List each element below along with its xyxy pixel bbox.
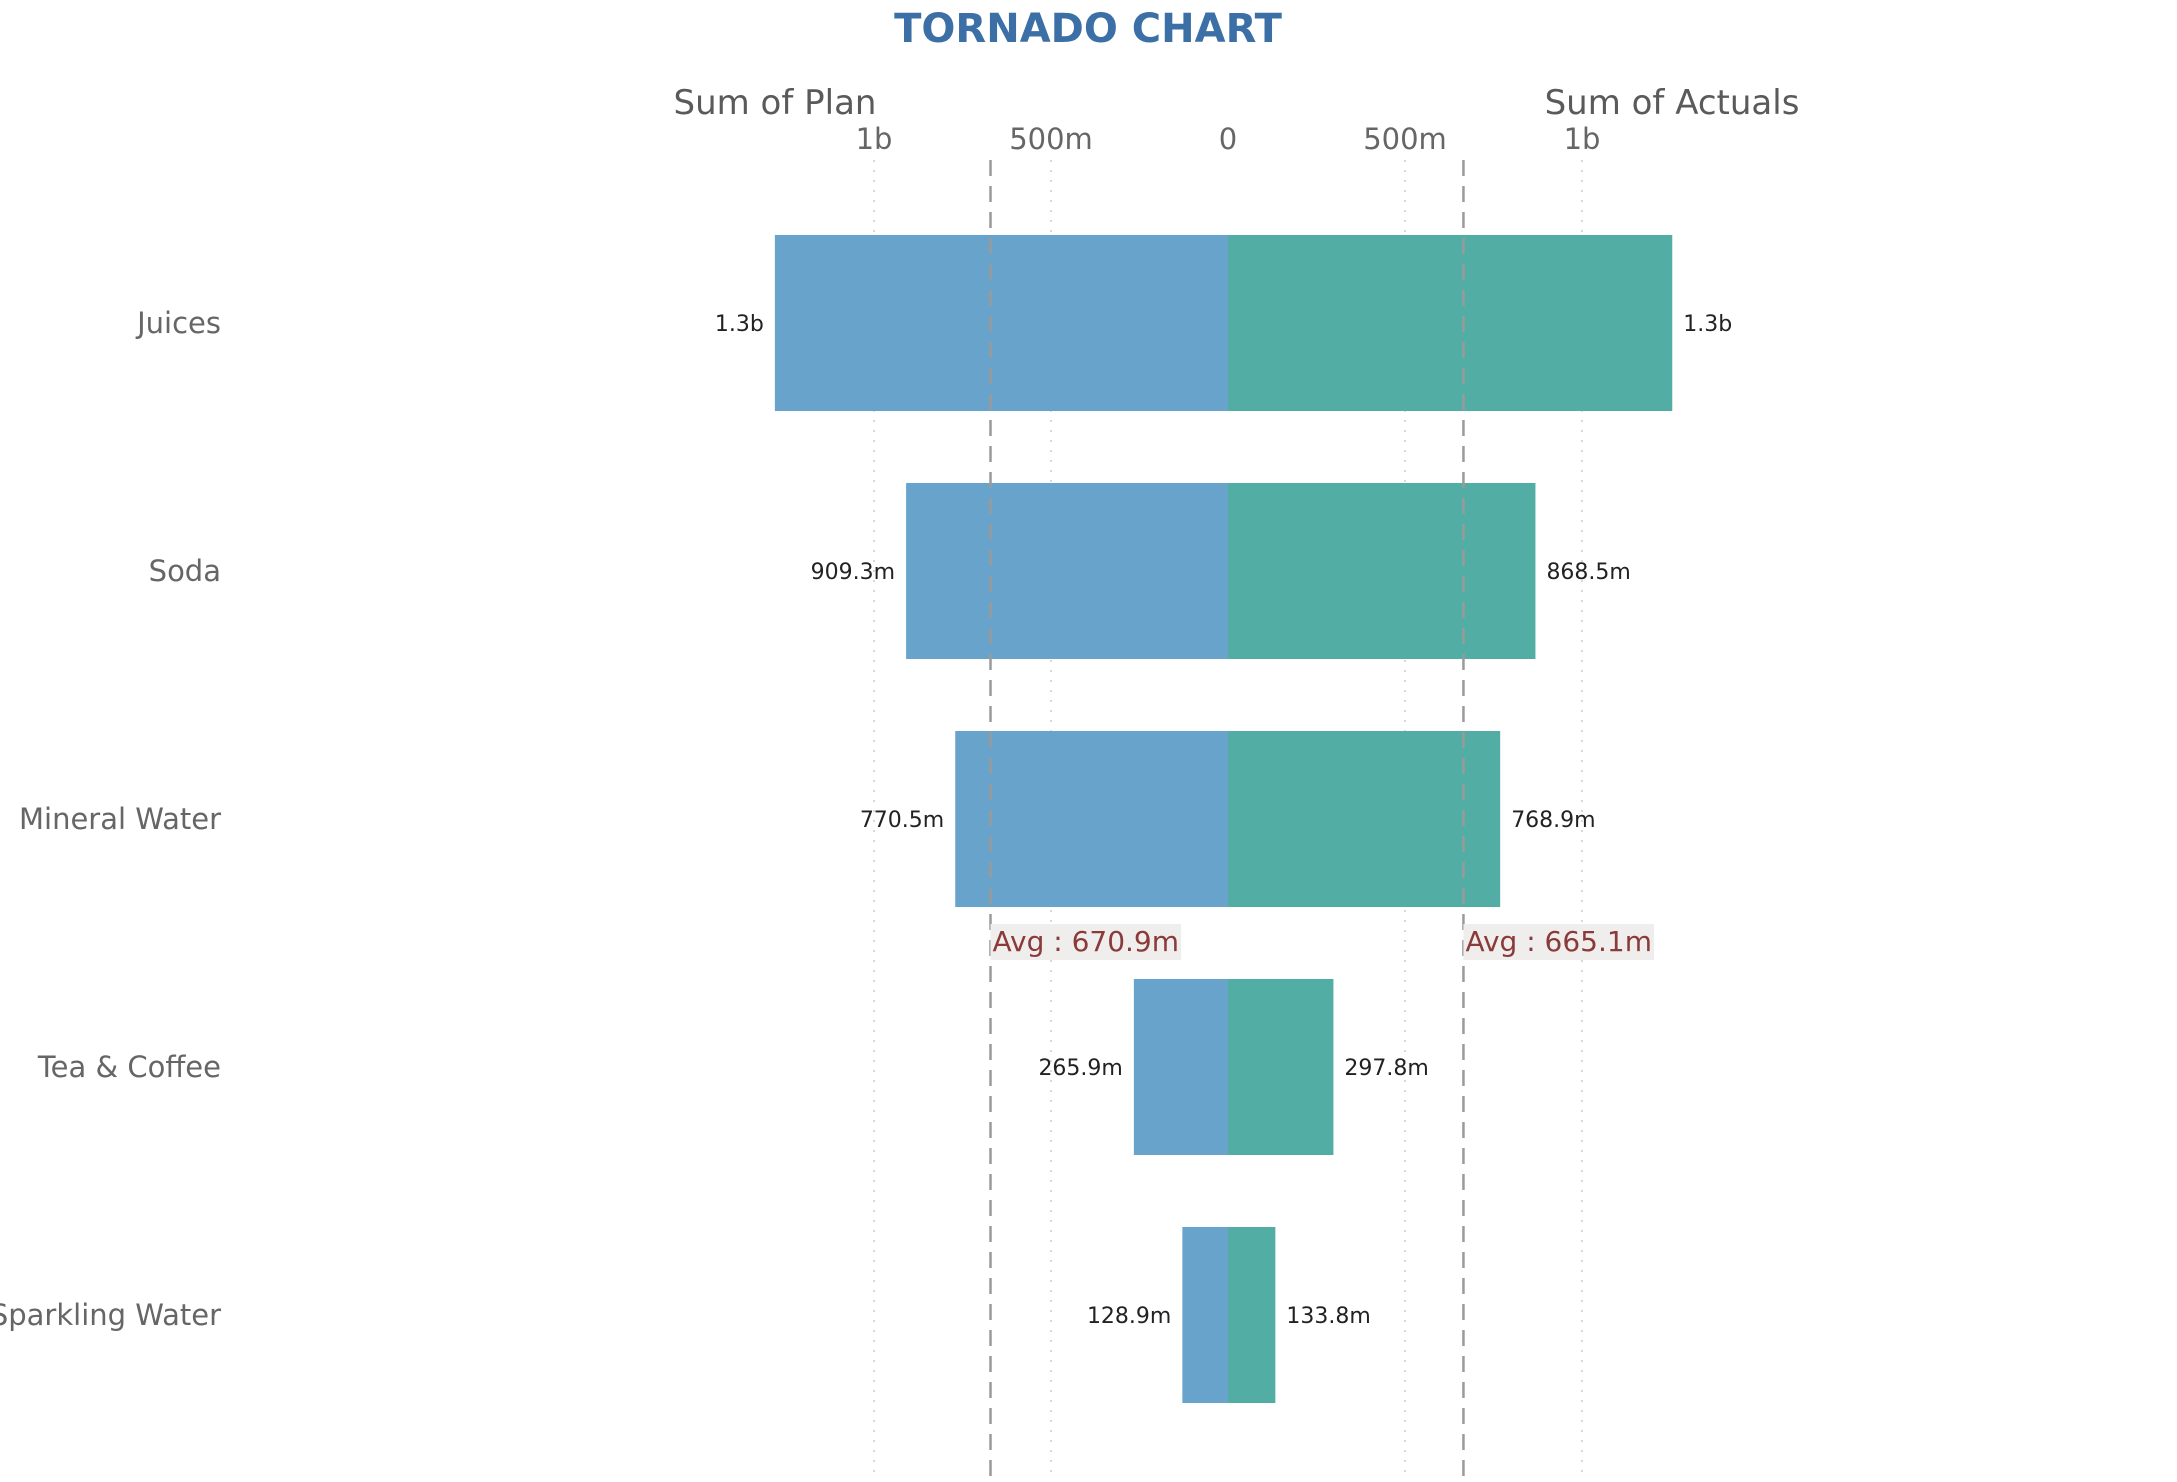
average-lines: Avg : 670.9m Avg : 665.1m — [989, 160, 1654, 1478]
right-axis-title: Sum of Actuals — [1545, 83, 1800, 123]
tick-label: 500m — [1363, 122, 1447, 156]
average-label: Avg : 670.9m — [993, 925, 1180, 958]
tick-label: 1b — [856, 122, 893, 156]
data-label-plan: 770.5m — [860, 808, 944, 833]
tick-label: 0 — [1219, 122, 1237, 156]
average-label-bg — [990, 924, 1182, 960]
tick-label: 500m — [1009, 122, 1093, 156]
data-label-plan: 128.9m — [1087, 1304, 1171, 1329]
average-label: Avg : 665.1m — [1465, 925, 1652, 958]
labels: 1b 1b 500m 500m 0 1.3b 1.3b Juices 909.3m 868.5m S… — [0, 122, 1732, 1332]
bar-actuals — [1228, 483, 1536, 659]
data-label-actuals: 297.8m — [1344, 1056, 1428, 1081]
left-axis-title: Sum of Plan — [674, 83, 877, 123]
bar-actuals — [1228, 1227, 1276, 1403]
data-label-actuals: 768.9m — [1511, 808, 1595, 833]
tick-label: 1b — [1564, 122, 1601, 156]
bar-actuals — [1228, 979, 1334, 1155]
bar-actuals — [1228, 235, 1673, 411]
category-label: Mineral Water — [19, 802, 221, 836]
category-label: Tea & Coffee — [37, 1050, 221, 1084]
data-label-actuals: 1.3b — [1683, 312, 1732, 337]
bar-plan — [1182, 1227, 1228, 1403]
bars — [774, 235, 1673, 1403]
category-label: Sparkling Water — [0, 1298, 221, 1332]
data-label-actuals: 133.8m — [1286, 1304, 1370, 1329]
data-label-plan: 909.3m — [811, 560, 895, 585]
bar-plan — [906, 483, 1228, 659]
data-label-plan: 1.3b — [715, 312, 764, 337]
data-label-plan: 265.9m — [1038, 1056, 1122, 1081]
bar-plan — [774, 235, 1228, 411]
data-label-actuals: 868.5m — [1546, 560, 1630, 585]
chart-title: TORNADO CHART — [894, 6, 1282, 52]
average-label-bg — [1463, 924, 1654, 960]
bar-plan — [1133, 979, 1228, 1155]
category-label: Juices — [135, 306, 221, 340]
bar-actuals — [1228, 731, 1501, 907]
bar-plan — [955, 731, 1228, 907]
category-label: Soda — [149, 554, 221, 588]
